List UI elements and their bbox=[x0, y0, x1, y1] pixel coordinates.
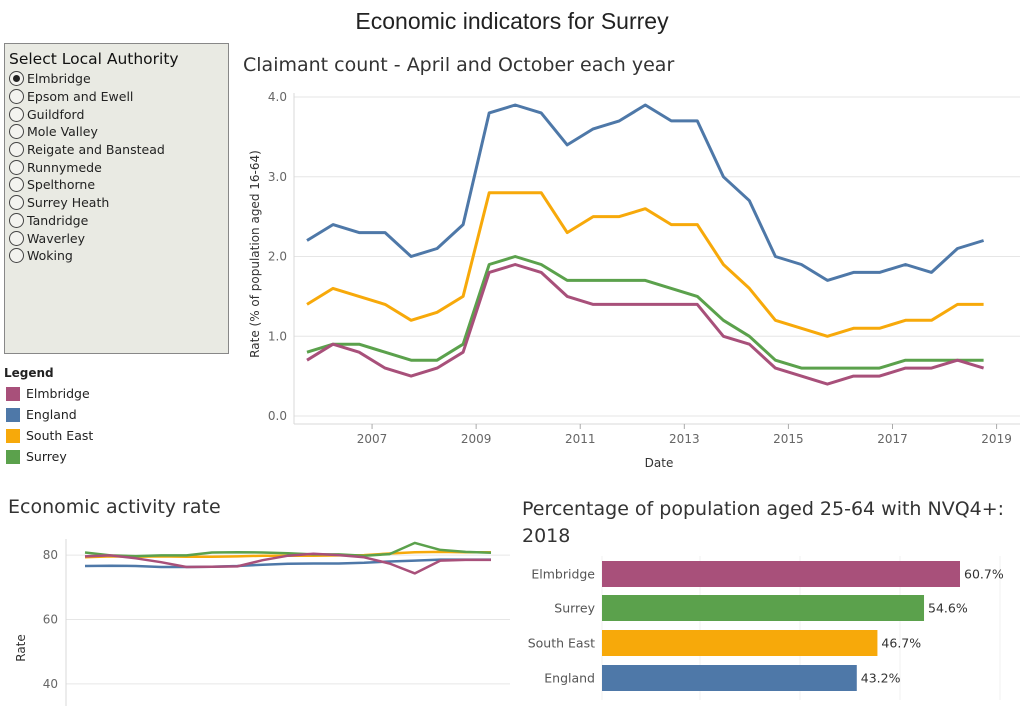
y-tick-label: 2.0 bbox=[268, 250, 287, 264]
legend-swatch bbox=[6, 449, 20, 464]
authority-option-label: Waverley bbox=[27, 230, 86, 246]
page-title: Economic indicators for Surrey bbox=[355, 8, 669, 34]
authority-option[interactable]: Reigate and Banstead bbox=[9, 141, 228, 159]
x-axis-label: Date bbox=[645, 456, 674, 470]
authority-option-label: Woking bbox=[27, 248, 73, 264]
claimant-chart-title: Claimant count - April and October each … bbox=[243, 54, 675, 76]
y-axis-label: Rate bbox=[14, 634, 28, 662]
y-tick-label: 80 bbox=[43, 548, 58, 562]
bar-surrey bbox=[602, 595, 925, 621]
bar-value-label: 46.7% bbox=[881, 636, 921, 651]
radio-button[interactable] bbox=[9, 159, 24, 175]
nvq-chart-title: Percentage of population aged 25-64 with… bbox=[522, 498, 1005, 547]
x-tick-label: 2009 bbox=[461, 432, 492, 446]
authority-option[interactable]: Tandridge bbox=[9, 212, 228, 230]
y-axis-label: Rate (% of population aged 16-64) bbox=[248, 150, 262, 358]
activity-line-england bbox=[84, 558, 491, 569]
activity-chart-title: Economic activity rate bbox=[8, 496, 221, 518]
authority-option-label: Guildford bbox=[27, 106, 85, 122]
x-tick-label: 2011 bbox=[565, 432, 596, 446]
authority-option[interactable]: Woking bbox=[9, 247, 228, 265]
authority-option-label: Epsom and Ewell bbox=[27, 89, 134, 105]
bar-category-label: South East bbox=[528, 636, 595, 651]
x-tick-label: 2007 bbox=[357, 432, 388, 446]
radio-button[interactable] bbox=[9, 106, 24, 122]
authority-option[interactable]: Surrey Heath bbox=[9, 194, 228, 212]
legend-label: England bbox=[26, 407, 77, 422]
bar-category-label: Elmbridge bbox=[531, 567, 595, 582]
authority-option-label: Surrey Heath bbox=[27, 195, 110, 211]
x-tick-label: 2017 bbox=[877, 432, 908, 446]
authority-option[interactable]: Elmbridge bbox=[9, 70, 228, 88]
bar-value-label: 54.6% bbox=[928, 601, 968, 616]
radio-button[interactable] bbox=[9, 195, 24, 211]
legend-label: Elmbridge bbox=[26, 386, 90, 401]
y-tick-label: 0.0 bbox=[268, 409, 287, 423]
authority-option-label: Reigate and Banstead bbox=[27, 142, 165, 158]
radio-button[interactable] bbox=[9, 177, 24, 193]
bar-elmbridge bbox=[602, 561, 960, 587]
bar-category-label: Surrey bbox=[554, 601, 595, 616]
legend: Legend Elmbridge England South East Surrey bbox=[4, 366, 93, 467]
legend-swatch bbox=[6, 407, 20, 422]
legend-item: South East bbox=[4, 425, 93, 446]
legend-label: Surrey bbox=[26, 449, 67, 464]
authority-option[interactable]: Guildford bbox=[9, 105, 228, 123]
bar-value-label: 60.7% bbox=[964, 567, 1004, 582]
y-tick-label: 4.0 bbox=[268, 90, 287, 104]
x-tick-label: 2015 bbox=[773, 432, 804, 446]
activity-line-surrey bbox=[84, 541, 492, 558]
activity-line-elmbridge bbox=[84, 552, 491, 575]
y-tick-label: 3.0 bbox=[268, 170, 287, 184]
radio-button[interactable] bbox=[9, 230, 24, 246]
authority-option-label: Tandridge bbox=[27, 212, 89, 228]
series-line-south-east bbox=[306, 191, 984, 338]
local-authority-selector: Select Local Authority Elmbridge Epsom an… bbox=[4, 43, 229, 354]
radio-button[interactable] bbox=[9, 71, 24, 87]
x-tick-label: 2013 bbox=[669, 432, 700, 446]
legend-title: Legend bbox=[4, 366, 54, 380]
radio-button[interactable] bbox=[9, 89, 24, 105]
legend-item: Elmbridge bbox=[4, 383, 93, 404]
selector-title: Select Local Authority bbox=[9, 50, 179, 68]
authority-option[interactable]: Mole Valley bbox=[9, 123, 228, 141]
series-line-surrey bbox=[306, 255, 984, 370]
authority-option[interactable]: Epsom and Ewell bbox=[9, 88, 228, 106]
authority-option[interactable]: Spelthorne bbox=[9, 176, 228, 194]
bar-south-east bbox=[602, 630, 878, 656]
authority-option[interactable]: Runnymede bbox=[9, 158, 228, 176]
radio-button[interactable] bbox=[9, 212, 24, 228]
legend-swatch bbox=[6, 386, 20, 401]
authority-option-label: Elmbridge bbox=[27, 71, 91, 87]
bar-value-label: 43.2% bbox=[861, 671, 901, 686]
bar-england bbox=[602, 665, 857, 691]
y-tick-label: 1.0 bbox=[268, 329, 287, 343]
authority-option[interactable]: Waverley bbox=[9, 229, 228, 247]
x-tick-label: 2019 bbox=[981, 432, 1012, 446]
radio-button[interactable] bbox=[9, 124, 24, 140]
bar-category-label: England bbox=[544, 671, 595, 686]
y-tick-label: 60 bbox=[43, 612, 58, 626]
legend-item: Surrey bbox=[4, 446, 93, 467]
series-line-england bbox=[306, 103, 985, 282]
radio-button[interactable] bbox=[9, 248, 24, 264]
radio-button[interactable] bbox=[9, 142, 24, 158]
legend-swatch bbox=[6, 428, 20, 443]
legend-label: South East bbox=[26, 428, 94, 443]
authority-option-label: Spelthorne bbox=[27, 177, 96, 193]
authority-option-label: Mole Valley bbox=[27, 124, 98, 140]
legend-item: England bbox=[4, 404, 93, 425]
authority-option-label: Runnymede bbox=[27, 159, 102, 175]
series-line-elmbridge bbox=[306, 263, 985, 386]
y-tick-label: 40 bbox=[43, 677, 58, 691]
